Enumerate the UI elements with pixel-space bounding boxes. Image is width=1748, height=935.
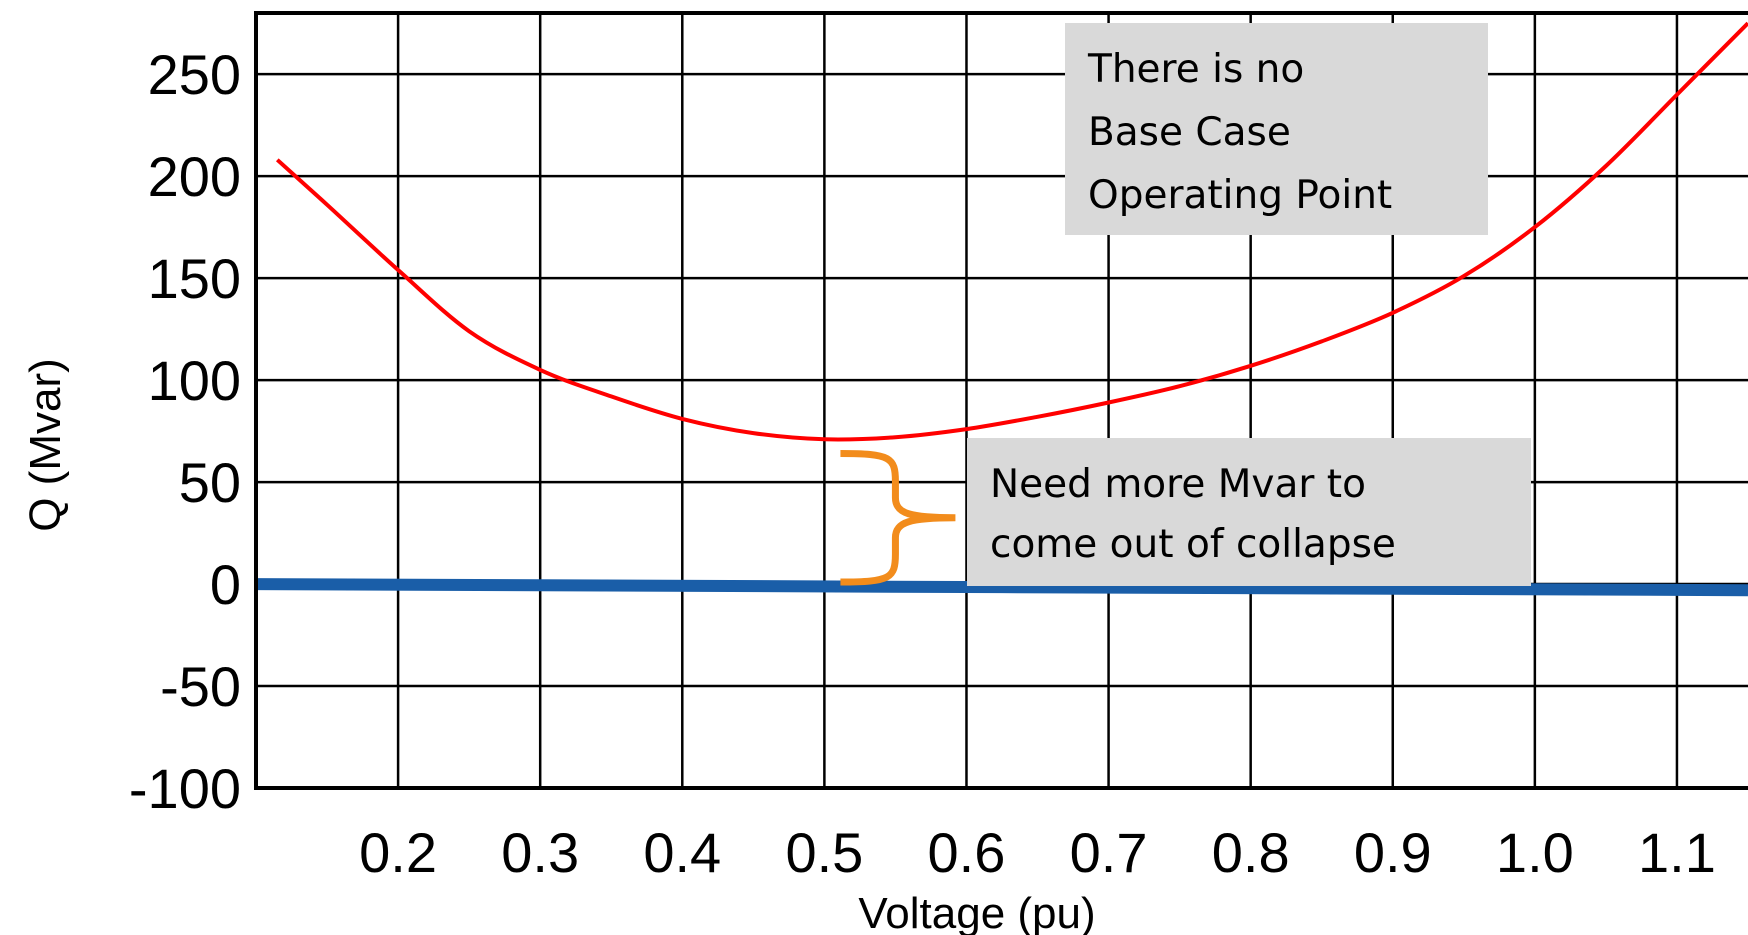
annotation-no-operating-point: There is no Base Case Operating Point [1065,23,1488,235]
y-axis-title: Q (Mvar) [21,358,70,532]
y-tick-label: 100 [148,349,241,412]
y-tick-label: 150 [148,247,241,310]
annotation-line: There is no [1087,47,1304,92]
annotation-line: Need more Mvar to [990,462,1366,507]
mvar-gap-bracket [840,449,956,586]
y-tick-label: 250 [148,43,241,106]
series-line-q-curve [275,21,1748,442]
series-line-zero-mvar [255,578,1748,597]
x-tick-label: 0.8 [1212,821,1290,884]
x-tick-label: 1.0 [1496,821,1574,884]
annotation-line: Base Case [1088,110,1291,155]
x-axis-title: Voltage (pu) [858,889,1095,935]
annotation-line: come out of collapse [990,522,1396,567]
x-tick-label: 0.6 [928,821,1006,884]
annotation-box [967,438,1531,586]
annotation-need-more-mvar: Need more Mvar to come out of collapse [967,438,1531,586]
x-tick-label: 1.1 [1638,821,1716,884]
y-tick-label: -100 [129,757,241,820]
x-tick-label: 0.7 [1070,821,1148,884]
y-tick-label: 200 [148,145,241,208]
x-tick-label: 0.9 [1354,821,1432,884]
y-tick-label: 50 [179,451,241,514]
annotation-box [1065,23,1488,235]
curly-brace-mark [840,449,956,586]
x-tick-label: 0.3 [501,821,579,884]
x-tick-label: 0.2 [359,821,437,884]
y-tick-labels: 250 200 150 100 50 0 -50 -100 [129,43,241,820]
grid-lines [256,13,1748,788]
x-tick-labels: 0.2 0.3 0.4 0.5 0.6 0.7 0.8 0.9 1.0 1.1 [359,821,1716,884]
series-lines [255,21,1748,597]
x-tick-label: 0.5 [785,821,863,884]
plot-frame [254,11,1748,790]
annotation-line: Operating Point [1088,173,1392,218]
y-tick-label: -50 [160,655,241,718]
x-tick-label: 0.4 [643,821,721,884]
y-tick-label: 0 [210,553,241,616]
